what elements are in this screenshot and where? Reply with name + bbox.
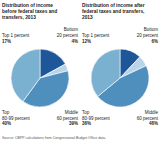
chart-title: Distribution of incomebefore federal tax… <box>2 3 57 20</box>
pie-panel: Distribution of income afterfederal taxe… <box>82 3 159 126</box>
chart-svg: Distribution of incomebefore federal tax… <box>0 0 160 142</box>
chart-container: Distribution of incomebefore federal tax… <box>0 0 160 142</box>
data-label: 17% <box>2 39 11 44</box>
data-label: 12% <box>82 39 91 44</box>
pie-panel: Distribution of incomebefore federal tax… <box>2 3 79 126</box>
pie-slice <box>11 49 40 101</box>
slice-label: Top 1 percent <box>82 33 110 38</box>
slice-label: Top 1 percent <box>2 33 30 38</box>
data-label: 6% <box>151 39 158 44</box>
slice-label: Middle60 percent <box>57 110 79 121</box>
data-label: 39% <box>69 121 78 126</box>
data-label: 40% <box>2 121 11 126</box>
pie <box>91 49 149 107</box>
pie <box>11 49 69 107</box>
chart-title: Distribution of income afterfederal taxe… <box>82 3 145 20</box>
source-note: Source: CBPP calculations from Congressi… <box>2 136 106 140</box>
slice-label: Top80-99 percent <box>2 110 31 121</box>
slice-label: Bottom20 percent <box>137 27 159 38</box>
data-label: 46% <box>149 121 158 126</box>
data-label: 36% <box>82 121 91 126</box>
slice-label: Middle60 percent <box>137 110 159 121</box>
data-label: 4% <box>71 39 78 44</box>
pie-slice <box>91 49 120 96</box>
slice-label: Top80-99 percent <box>82 110 111 121</box>
slice-label: Bottom20 percent <box>57 27 79 38</box>
